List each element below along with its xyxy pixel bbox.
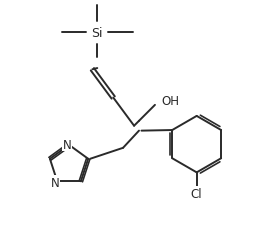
Text: Cl: Cl [191, 187, 202, 200]
Text: N: N [63, 138, 71, 151]
Text: Si: Si [91, 27, 103, 40]
Text: OH: OH [162, 94, 180, 108]
Text: N: N [50, 176, 59, 189]
